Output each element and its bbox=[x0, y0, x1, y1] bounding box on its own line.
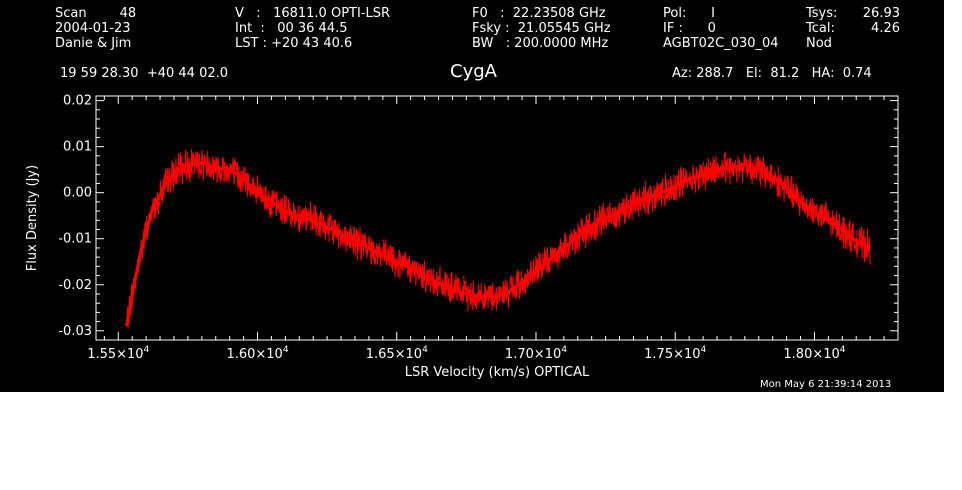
switching-mode: Nod bbox=[806, 36, 832, 51]
polarization-line: Pol: I bbox=[663, 6, 715, 21]
rest-frequency-line: F0 : 22.23508 GHz bbox=[472, 6, 606, 21]
x-tick-label: 1.75×104 bbox=[644, 345, 706, 362]
y-axis-title: Flux Density (Jy) bbox=[25, 165, 40, 271]
receiver-info: Pol: I IF : 0 AGBT02C_030_04 bbox=[663, 6, 779, 51]
spectrum-chart: 1.55×104 1.60×104 1.65×104 1.70×104 1.75×104… bbox=[25, 94, 899, 380]
x-tick-label: 1.70×104 bbox=[505, 345, 567, 362]
tcal-label: Tcal: bbox=[806, 21, 835, 36]
observation-date: 2004-01-23 bbox=[55, 21, 131, 36]
integration-line: Int : 00 36 44.5 bbox=[235, 21, 348, 36]
scan-number: Scan 48 bbox=[55, 6, 137, 21]
tsys-value: 26.93 bbox=[862, 6, 900, 21]
y-tick-label: -0.01 bbox=[58, 232, 92, 247]
y-tick-label: -0.03 bbox=[58, 324, 92, 339]
frequency-info: F0 : 22.23508 GHz Fsky : 21.05545 GHz BW :… bbox=[472, 6, 611, 51]
source-name: CygA bbox=[450, 61, 497, 82]
tsys-label: Tsys: bbox=[806, 6, 838, 21]
lst-line: LST : +20 43 40.6 bbox=[235, 36, 353, 51]
az-el-ha: Az: 288.7 El: 81.2 HA: 0.74 bbox=[672, 66, 872, 81]
calibration-values: 26.93 4.26 bbox=[846, 6, 900, 36]
velocity-info: V : 16811.0 OPTI-LSR Int : 00 36 44.5 LST … bbox=[235, 6, 390, 51]
if-line: IF : 0 bbox=[663, 21, 716, 36]
y-tick-label: 0.01 bbox=[63, 140, 92, 155]
observers: Danie & Jim bbox=[55, 36, 132, 51]
spectrum-plot-panel: Scan 48 2004-01-23 Danie & Jim V : 16811.0… bbox=[0, 0, 944, 392]
bandwidth-line: BW : 200.0000 MHz bbox=[472, 36, 609, 51]
plot-timestamp: Mon May 6 21:39:14 2013 bbox=[760, 379, 892, 390]
x-tick-label: 1.55×104 bbox=[87, 345, 149, 362]
source-coordinates: 19 59 28.30 +40 44 02.0 bbox=[60, 66, 229, 81]
velocity-line: V : 16811.0 OPTI-LSR bbox=[235, 6, 391, 21]
y-tick-label: 0.02 bbox=[63, 94, 92, 109]
y-tick-label: -0.02 bbox=[58, 278, 92, 293]
scan-info: Scan 48 2004-01-23 Danie & Jim bbox=[55, 6, 136, 51]
project-id: AGBT02C_030_04 bbox=[663, 36, 779, 51]
plot-frame bbox=[95, 95, 899, 341]
spectrum-line-trend bbox=[125, 161, 871, 327]
x-tick-label: 1.60×104 bbox=[226, 345, 288, 362]
x-tick-label: 1.65×104 bbox=[366, 345, 428, 362]
x-axis-title: LSR Velocity (km/s) OPTICAL bbox=[405, 365, 590, 380]
x-tick-label: 1.80×104 bbox=[783, 345, 845, 362]
sky-frequency-line: Fsky : 21.05545 GHz bbox=[472, 21, 611, 36]
calibration-labels: Tsys: Tcal: Nod bbox=[806, 6, 837, 51]
y-tick-label: 0.00 bbox=[63, 186, 92, 201]
tcal-value: 4.26 bbox=[871, 21, 900, 36]
